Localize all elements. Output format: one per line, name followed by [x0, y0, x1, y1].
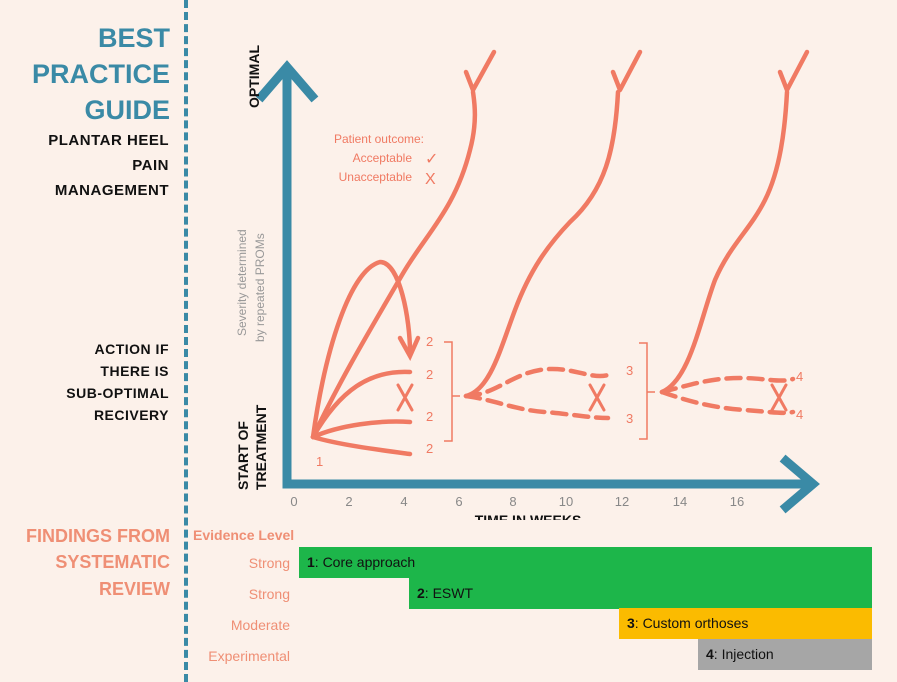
stage2-markers: 2 2 2 2: [426, 334, 433, 456]
bar-number: 4: [706, 646, 714, 662]
optimal-curve-2: [463, 89, 621, 399]
optimal-curve-1: [310, 89, 478, 440]
bar-label: : Custom orthoses: [634, 615, 749, 631]
stage2-curves: [463, 89, 621, 399]
legend: Patient outcome: Acceptable Unacceptable: [334, 132, 424, 184]
bar-number: 1: [307, 554, 315, 570]
stage3-bracket: [639, 342, 655, 440]
findings-line-2: SYSTEMATIC: [55, 552, 170, 572]
legend-check-icon: ✓: [425, 151, 438, 168]
stage2-marker: 2: [426, 441, 433, 456]
evidence-level-header: Evidence Level: [193, 527, 295, 543]
treatment-diagram: OPTIMAL START OF TREATMENT Severity dete…: [235, 45, 820, 520]
legend-acceptable: Acceptable: [353, 151, 413, 165]
action-line-3: SUB-OPTIMAL: [66, 385, 169, 401]
dashed-curve-3b: [463, 393, 611, 421]
y-bottom-label-2: TREATMENT: [253, 404, 269, 490]
title-line-2: PRACTICE: [31, 59, 170, 89]
curve-to-2b: [310, 419, 413, 440]
x-ticks: 0 2 4 6 8 10 12 14 16: [290, 494, 744, 509]
x-axis-title: TIME IN WEEKS: [475, 512, 582, 520]
evidence-level-label: Strong: [248, 586, 290, 602]
title-line-3: GUIDE: [84, 95, 170, 125]
stage1-curves: [310, 89, 478, 457]
y-top-label: OPTIMAL: [246, 45, 262, 108]
x-tick: 12: [615, 494, 629, 509]
axes: [255, 60, 820, 514]
unacceptable-cross-icon-1: [396, 383, 414, 412]
y-axis-title-2: by repeated PROMs: [253, 233, 267, 342]
evidence-level-label: Experimental: [208, 648, 290, 664]
evidence-level-label: Moderate: [230, 617, 290, 633]
optimal-curve-3: [659, 89, 790, 395]
x-tick: 0: [290, 494, 297, 509]
action-line-1: ACTION IF: [94, 341, 169, 357]
y-axis-arrowhead: [255, 60, 319, 103]
stage2-marker: 2: [426, 334, 433, 349]
stage4-markers: 4 4: [796, 369, 803, 422]
stage2-marker: 2: [426, 367, 433, 382]
stage3-marker: 3: [626, 411, 633, 426]
action-line-2: THERE IS: [100, 363, 169, 379]
x-tick: 10: [559, 494, 573, 509]
y-bottom-label-1: START OF: [235, 421, 251, 490]
title-line-1: BEST: [97, 23, 170, 53]
unacceptable-cross-icon-3: [770, 383, 788, 412]
subtitle-line-3: MANAGEMENT: [54, 182, 169, 199]
optimal-check-icon-1: [463, 49, 497, 93]
bar-label: : ESWT: [424, 585, 474, 601]
stage3-marker: 3: [626, 363, 633, 378]
findings-line-3: REVIEW: [98, 579, 170, 599]
x-tick: 14: [673, 494, 687, 509]
dashed-divider: [184, 0, 188, 682]
loop-curve: [310, 259, 413, 440]
loop-arrowhead: [397, 335, 421, 362]
optimal-check-icon-3: [777, 49, 810, 93]
x-tick: 4: [400, 494, 407, 509]
action-line-4: RECIVERY: [93, 407, 169, 423]
optimal-check-icon-2: [610, 49, 643, 93]
bar-number: 3: [627, 615, 635, 631]
stage4-marker: 4: [796, 407, 803, 422]
x-tick: 6: [455, 494, 462, 509]
subtitle-line-2: PAIN: [132, 157, 169, 174]
treatment-bar-injection: 4: Injection: [698, 639, 872, 670]
bar-label: : Core approach: [314, 554, 416, 570]
subtitle-line-1: PLANTAR HEEL: [48, 132, 169, 149]
stage3-curves: [659, 89, 790, 395]
dashed-curve-3a: [463, 366, 611, 399]
x-axis-arrowhead: [779, 454, 820, 514]
bar-label: : Injection: [713, 646, 774, 662]
stage3-markers: 3 3: [626, 363, 633, 426]
legend-cross-icon: X: [425, 171, 436, 188]
legend-unacceptable: Unacceptable: [339, 170, 413, 184]
start-marker: 1: [316, 454, 323, 469]
unacceptable-cross-icon-2: [588, 383, 606, 412]
dashed-curve-4b: [659, 389, 796, 416]
stage2-dashed-curves: [463, 366, 611, 421]
stage4-marker: 4: [796, 369, 803, 384]
y-axis-title-1: Severity determined: [235, 229, 249, 336]
treatment-bar-core-approach: 1: Core approach: [299, 547, 872, 578]
treatment-bar-custom-orthoses: 3: Custom orthoses: [619, 608, 872, 639]
stage3-dashed-curves: [659, 375, 796, 416]
findings-line-1: FINDINGS FROM: [26, 526, 170, 546]
curve-to-2c: [310, 434, 413, 457]
x-tick: 8: [509, 494, 516, 509]
stage2-marker: 2: [426, 409, 433, 424]
legend-title: Patient outcome:: [334, 132, 424, 146]
x-tick: 16: [730, 494, 744, 509]
x-tick: 2: [345, 494, 352, 509]
dashed-curve-4a: [659, 375, 796, 395]
bar-number: 2: [417, 585, 425, 601]
curve-to-2a: [310, 369, 413, 440]
treatment-bar-eswt: 2: ESWT: [409, 578, 872, 609]
stage2-bracket: [444, 341, 460, 442]
evidence-level-label: Strong: [248, 555, 290, 571]
